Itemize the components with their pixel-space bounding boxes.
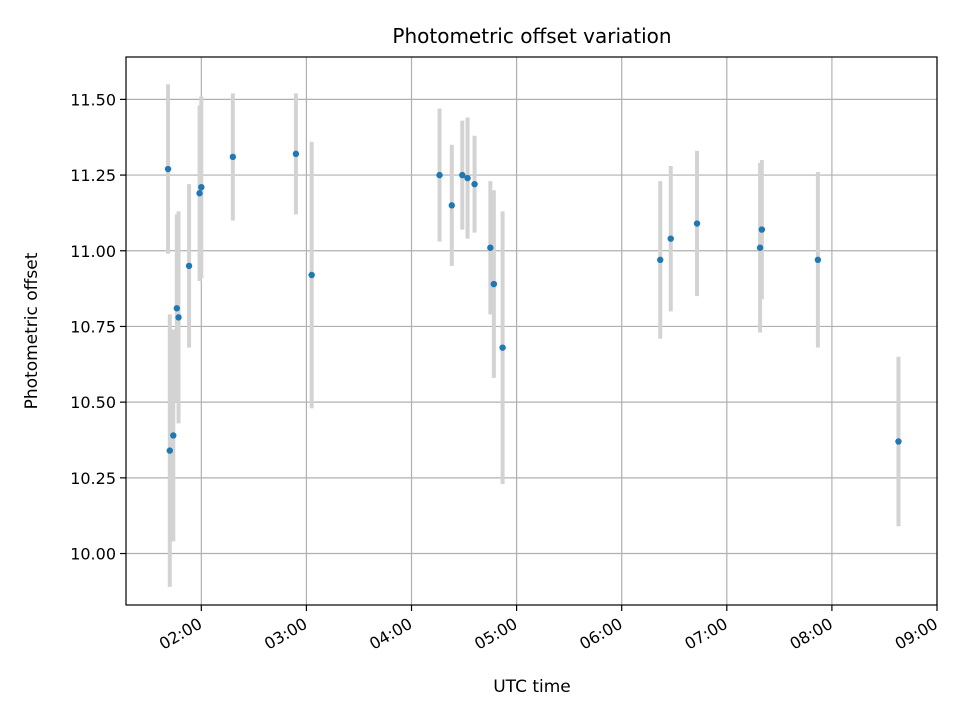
data-point [185, 262, 193, 270]
data-point [175, 314, 182, 321]
data-point [198, 183, 205, 191]
y-tick-label: 10.50 [70, 393, 116, 412]
data-point [166, 447, 173, 454]
y-tick-label: 10.75 [70, 317, 116, 336]
data-point [756, 244, 764, 251]
data-point [164, 165, 172, 173]
data-point [758, 226, 766, 233]
data-point [448, 202, 456, 209]
data-point [490, 280, 498, 288]
data-point [499, 344, 506, 351]
data-point [895, 438, 902, 445]
y-tick-label: 11.25 [70, 166, 116, 185]
data-point [196, 190, 203, 197]
x-axis-title: UTC time [493, 677, 571, 697]
data-point [170, 432, 177, 439]
data-point [487, 244, 494, 251]
data-point [464, 174, 471, 182]
data-point [292, 150, 300, 158]
y-axis-title: Photometric offset [22, 252, 42, 409]
grid [126, 57, 938, 605]
data-point [229, 153, 237, 161]
y-tick-label: 11.50 [70, 90, 116, 109]
data-point [814, 256, 822, 264]
y-tick-label: 10.25 [70, 469, 116, 488]
y-tick-label: 10.00 [70, 545, 116, 564]
data-point [471, 180, 478, 188]
data-point [436, 171, 443, 179]
plot-frame [125, 56, 938, 606]
chart-title: Photometric offset variation [392, 24, 671, 48]
data-point [667, 235, 674, 242]
y-tick-label: 11.00 [70, 242, 116, 261]
data-point [657, 256, 664, 264]
data-point [173, 305, 180, 312]
data-point [693, 220, 701, 227]
data-point [308, 271, 315, 279]
data-points [164, 150, 902, 454]
data-point [459, 171, 466, 179]
